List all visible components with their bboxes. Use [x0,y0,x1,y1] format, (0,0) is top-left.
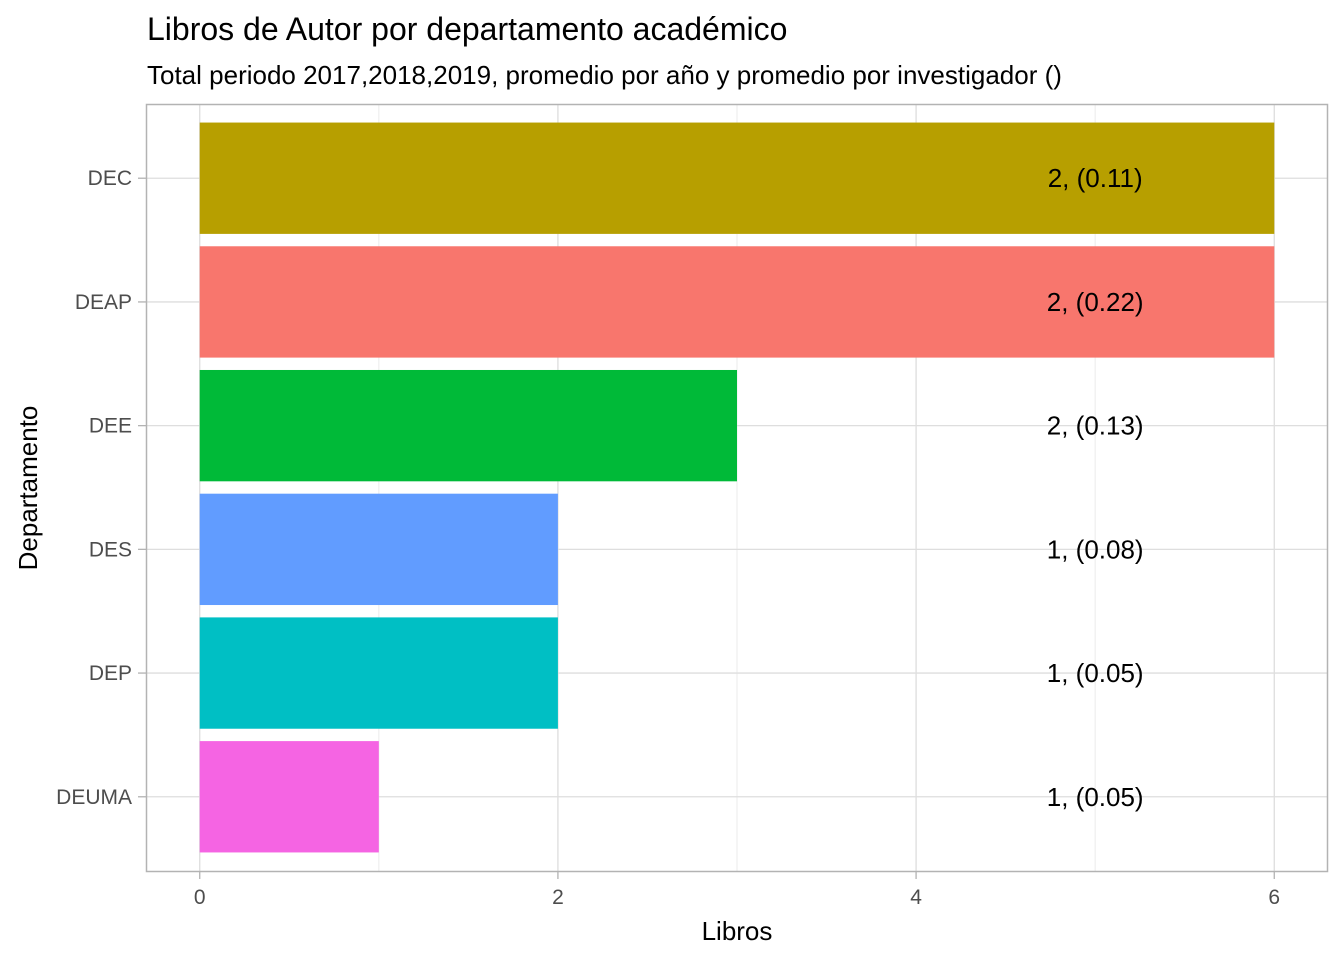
data-label-deuma: 1, (0.05) [1047,782,1144,812]
y-tick-label-deap: DEAP [75,291,132,314]
y-tick-label-deuma: DEUMA [56,786,132,809]
y-axis: DEC DEAP DEE DES DEP DEUMA [56,167,146,809]
data-label-deap: 2, (0.22) [1047,287,1144,317]
y-tick-label-des: DES [89,538,132,561]
y-axis-title: Departamento [13,406,43,571]
x-tick-label: 2 [552,886,564,909]
bar-dee [199,369,737,482]
x-tick-label: 6 [1268,886,1280,909]
y-tick-label-dee: DEE [89,415,132,438]
x-axis: 0 2 4 6 [194,871,1280,909]
bar-des [199,493,558,606]
bars [199,122,1275,853]
bar-dec [199,122,1275,234]
data-label-des: 1, (0.08) [1047,534,1144,564]
x-tick-label: 4 [910,886,922,909]
data-label-dee: 2, (0.13) [1047,411,1144,441]
data-labels: 2, (0.11) 2, (0.22) 2, (0.13) 1, (0.08) 1, (… [1047,163,1144,812]
bar-deuma [199,741,379,853]
chart-subtitle: Total periodo 2017,2018,2019, promedio p… [147,60,1062,90]
x-axis-title: Libros [702,916,773,946]
bar-deap [199,246,1275,358]
y-tick-label-dec: DEC [88,167,132,190]
y-tick-label-dep: DEP [89,662,132,685]
data-label-dec: 2, (0.11) [1048,163,1143,193]
x-tick-label: 0 [194,886,206,909]
plot-border [145,103,1329,873]
chart-title: Libros de Autor por departamento académi… [147,11,787,47]
bar-dep [199,617,558,729]
data-label-dep: 1, (0.05) [1047,658,1144,688]
